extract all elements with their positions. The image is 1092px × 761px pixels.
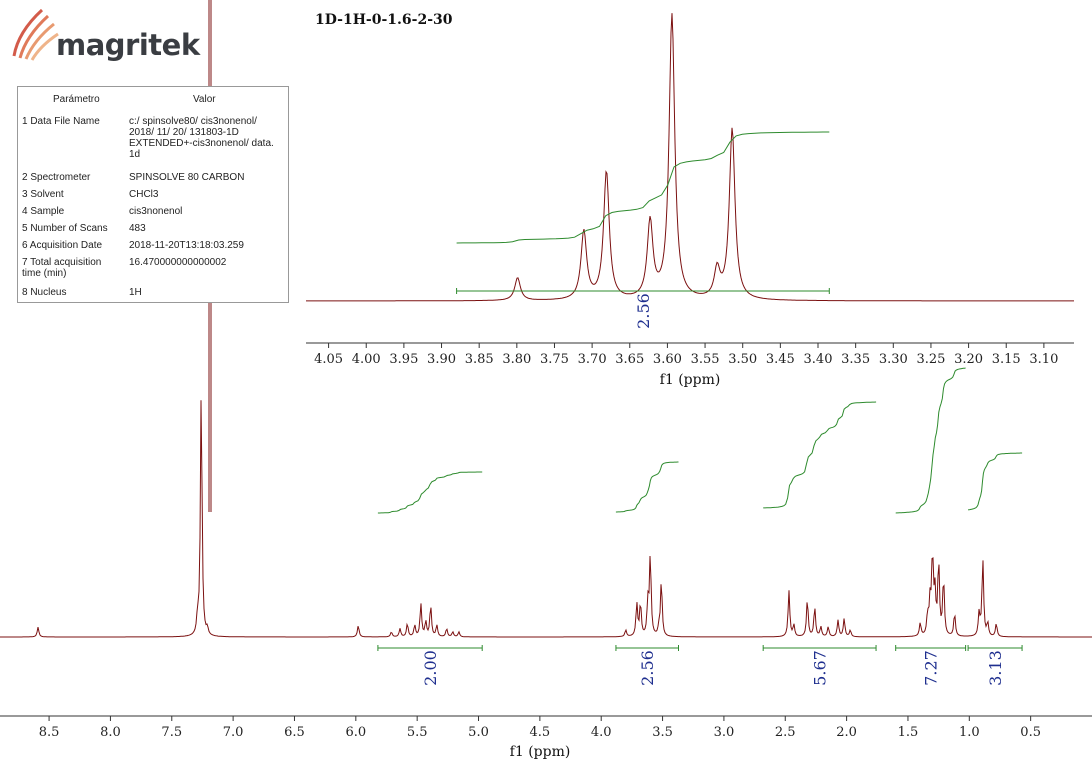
param-key: 6 Acquisition Date [22,240,103,251]
main-x-axis-label: f1 (ppm) [510,744,571,760]
spectrum-title: 1D-1H-0-1.6-2-30 [315,12,453,28]
x-tick-label: 4.00 [352,352,381,367]
x-tick-label: 3.0 [714,725,735,740]
x-tick-label: 3.10 [1029,352,1058,367]
integral-value-label: 2.56 [638,650,657,686]
integral-value-label: 2.56 [634,293,653,329]
param-key: 2 Spectrometer [22,172,91,183]
x-tick-label: 6.5 [284,725,305,740]
x-tick-label: 1.5 [898,725,919,740]
x-tick-label: 7.0 [223,725,244,740]
x-tick-label: 3.20 [954,352,983,367]
x-tick-label: 4.5 [530,725,551,740]
x-tick-label: 5.5 [407,725,428,740]
x-tick-label: 3.60 [653,352,682,367]
x-tick-label: 3.25 [916,352,945,367]
x-tick-label: 3.30 [879,352,908,367]
x-tick-label: 3.50 [728,352,757,367]
param-value: 483 [129,223,146,234]
x-tick-label: 0.5 [1020,725,1041,740]
x-tick-label: 8.0 [100,725,121,740]
x-tick-label: 3.35 [841,352,870,367]
x-tick-label: 3.55 [691,352,720,367]
param-value: SPINSOLVE 80 CARBON [129,172,245,183]
spectrum-trace [306,13,1074,302]
x-tick-label: 3.15 [992,352,1021,367]
logo-wordmark: magritek [56,28,200,62]
inset-x-axis-label: f1 (ppm) [660,372,721,388]
x-tick-label: 2.0 [836,725,857,740]
integral-value-label: 5.67 [811,650,830,686]
param-value: 2018-11-20T13:18:03.259 [129,240,244,251]
x-tick-label: 4.05 [314,352,343,367]
value-column-header: Valor [193,94,216,105]
integral-value-label: 7.27 [922,650,941,686]
x-tick-label: 7.5 [161,725,182,740]
param-key: 3 Solvent [22,189,64,200]
param-value: c:/ spinsolve80/ cis3nonenol/ 2018/ 11/ … [129,116,274,160]
integral-curve [763,401,877,509]
integral-curve [615,461,679,513]
x-tick-label: 3.85 [465,352,494,367]
param-column-header: Parámetro [53,94,100,105]
logo-swoosh-icon [12,8,59,61]
magritek-logo: magritek [6,4,200,64]
param-value: 16.470000000000002 [129,257,227,268]
integral-value-label: 3.13 [986,650,1005,686]
integral-curve [456,131,830,244]
x-tick-label: 3.95 [389,352,418,367]
x-tick-label: 2.5 [775,725,796,740]
x-tick-label: 4.0 [591,725,612,740]
main-spectrum: 8.5 8.0 7.5 7.0 6.5 6.0 5.5 5.0 4.5 4.0 3.5 3.0 2.5 2… [0,0,1092,740]
x-tick-label: 8.5 [39,725,60,740]
integral-curve [377,471,483,514]
integral-curve [895,367,966,514]
x-tick-label: 3.70 [578,352,607,367]
param-key: 8 Nucleus [22,287,67,298]
x-tick-label: 3.40 [804,352,833,367]
x-tick-label: 6.0 [345,725,366,740]
param-value: CHCl3 [129,189,159,200]
x-tick-label: 3.65 [615,352,644,367]
x-tick-label: 1.0 [959,725,980,740]
param-key: 5 Number of Scans [22,223,108,234]
x-tick-label: 3.5 [652,725,673,740]
x-tick-label: 3.90 [427,352,456,367]
x-tick-label: 3.45 [766,352,795,367]
x-tick-label: 3.80 [502,352,531,367]
x-tick-label: 3.75 [540,352,569,367]
param-key: 4 Sample [22,206,65,217]
param-key: 1 Data File Name [22,116,100,127]
spectrum-trace [0,400,1092,638]
parameter-table: Parámetro Valor 1 Data File Name c:/ spin… [17,86,289,303]
param-key: 7 Total acquisition time (min) [22,257,102,279]
integral-curve [967,452,1023,511]
param-value: 1H [129,287,142,298]
inset-spectrum: 4.05 4.00 3.95 3.90 3.85 3.80 3.75 3.70 3.65 3.60… [306,13,1074,367]
param-value: cis3nonenol [129,206,183,217]
integral-value-label: 2.00 [421,650,440,686]
x-tick-label: 5.0 [468,725,489,740]
